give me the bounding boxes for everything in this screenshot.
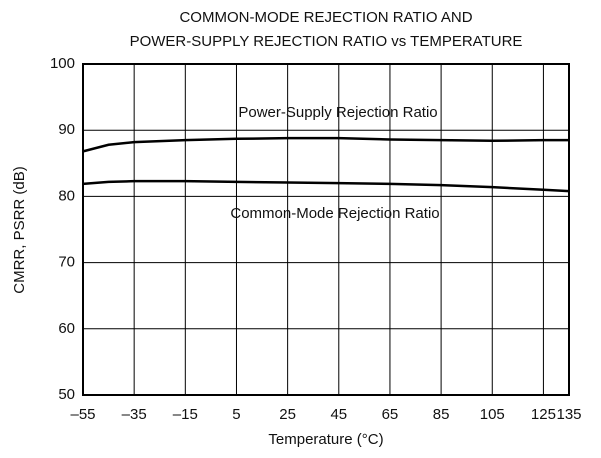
x-tick-label: 65 xyxy=(382,406,399,423)
x-tick-label: 105 xyxy=(480,406,505,423)
y-tick-label: 90 xyxy=(58,121,75,138)
series-label: Common-Mode Rejection Ratio xyxy=(230,205,439,222)
x-tick-label: –55 xyxy=(70,406,95,423)
x-tick-label: 125 xyxy=(531,406,556,423)
y-tick-label: 70 xyxy=(58,254,75,271)
x-tick-label: 135 xyxy=(556,406,581,423)
chart-title: COMMON-MODE REJECTION RATIO AND xyxy=(179,9,472,26)
x-tick-label: 45 xyxy=(330,406,347,423)
x-tick-label: –15 xyxy=(173,406,198,423)
x-axis-label: Temperature (°C) xyxy=(268,431,383,448)
y-axis-label: CMRR, PSRR (dB) xyxy=(11,166,28,294)
y-tick-label: 50 xyxy=(58,386,75,403)
data-line xyxy=(82,179,570,193)
y-tick-label: 80 xyxy=(58,187,75,204)
x-tick-label: –35 xyxy=(122,406,147,423)
y-tick-label: 60 xyxy=(58,320,75,337)
x-tick-label: 85 xyxy=(433,406,450,423)
series-label: Power-Supply Rejection Ratio xyxy=(238,104,437,121)
y-tick-label: 100 xyxy=(50,55,75,72)
x-tick-label: 5 xyxy=(232,406,240,423)
data-line xyxy=(82,136,569,153)
plot-frame xyxy=(82,63,570,396)
x-tick-label: 25 xyxy=(279,406,296,423)
chart-title: POWER-SUPPLY REJECTION RATIO vs TEMPERAT… xyxy=(130,33,523,50)
